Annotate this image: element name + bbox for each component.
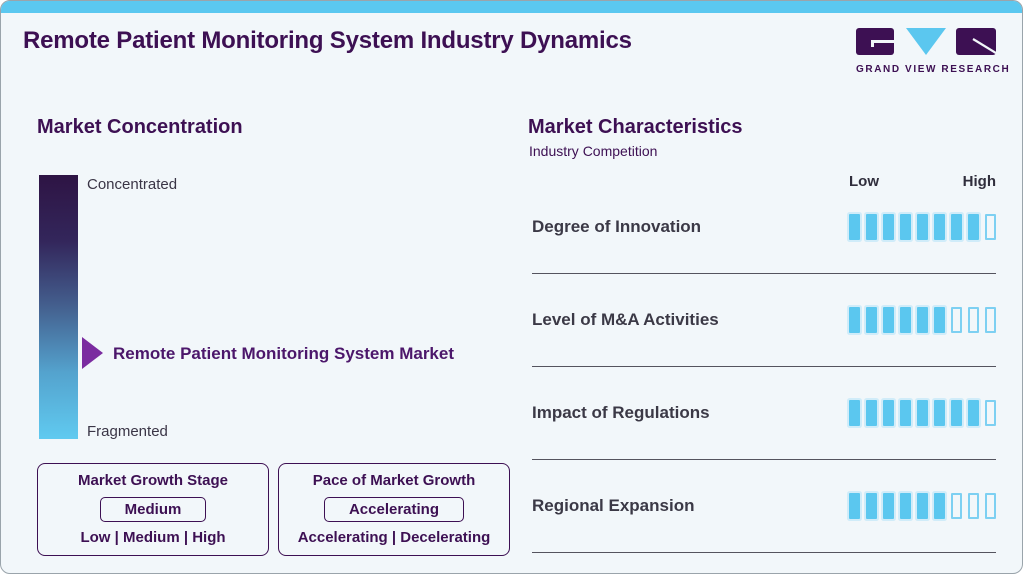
segment-filled	[951, 214, 962, 240]
segment-empty	[985, 214, 996, 240]
segment-filled	[968, 400, 979, 426]
growth-box-title: Pace of Market Growth	[312, 472, 476, 489]
segment-filled	[883, 400, 894, 426]
segment-filled	[934, 307, 945, 333]
growth-box-value-badge: Accelerating	[323, 496, 465, 522]
segment-empty	[985, 493, 996, 519]
segment-filled	[866, 307, 877, 333]
gvr-logo: GRAND VIEW RESEARCH	[856, 28, 1011, 75]
segment-filled	[900, 307, 911, 333]
growth-box-options: Low | Medium | High	[80, 529, 226, 546]
concentrated-label: Concentrated	[87, 176, 178, 193]
market-pointer-arrow-icon	[82, 337, 103, 369]
segment-empty	[951, 307, 962, 333]
concentration-gradient-bar	[39, 175, 78, 439]
segment-filled	[866, 400, 877, 426]
market-growth-stage-box: Market Growth Stage Medium Low | Medium …	[37, 463, 269, 556]
segment-filled	[934, 214, 945, 240]
growth-box-value-badge: Medium	[99, 496, 207, 522]
industry-competition-subheading: Industry Competition	[529, 143, 658, 159]
pace-of-market-growth-box: Pace of Market Growth Accelerating Accel…	[278, 463, 510, 556]
segment-filled	[883, 214, 894, 240]
segment-filled	[849, 493, 860, 519]
segment-empty	[968, 493, 979, 519]
characteristic-label: Regional Expansion	[532, 496, 695, 515]
rating-segments	[849, 400, 996, 426]
market-concentration-heading: Market Concentration	[37, 116, 243, 138]
segment-filled	[849, 214, 860, 240]
segment-filled	[866, 493, 877, 519]
page-title: Remote Patient Monitoring System Industr…	[23, 27, 632, 54]
growth-box-title: Market Growth Stage	[77, 472, 229, 489]
segment-filled	[849, 400, 860, 426]
segment-filled	[883, 493, 894, 519]
segment-filled	[866, 214, 877, 240]
segment-filled	[934, 400, 945, 426]
segment-filled	[917, 307, 928, 333]
segment-filled	[917, 493, 928, 519]
rating-segments	[849, 307, 996, 333]
segment-filled	[900, 214, 911, 240]
segment-filled	[934, 493, 945, 519]
characteristic-label: Impact of Regulations	[532, 403, 710, 422]
rating-segments	[849, 493, 996, 519]
segment-filled	[968, 214, 979, 240]
market-characteristics-heading: Market Characteristics	[528, 116, 743, 138]
characteristic-label: Degree of Innovation	[532, 217, 702, 236]
scale-labels: Low High	[849, 173, 996, 190]
segment-filled	[917, 400, 928, 426]
segment-filled	[917, 214, 928, 240]
segment-filled	[849, 307, 860, 333]
scale-high-label: High	[962, 173, 996, 190]
segment-empty	[985, 400, 996, 426]
gvr-logo-marks	[856, 28, 997, 55]
characteristic-row: Impact of Regulations	[532, 367, 996, 460]
characteristic-row: Degree of Innovation	[532, 181, 996, 274]
gvr-logo-text: GRAND VIEW RESEARCH	[856, 64, 1011, 75]
characteristic-row: Level of M&A Activities	[532, 274, 996, 367]
growth-box-options: Accelerating | Decelerating	[297, 529, 491, 546]
characteristic-label: Level of M&A Activities	[532, 310, 719, 329]
market-pointer-label: Remote Patient Monitoring System Market	[113, 344, 455, 363]
segment-filled	[883, 307, 894, 333]
scale-low-label: Low	[849, 173, 879, 190]
segment-empty	[951, 493, 962, 519]
rating-segments	[849, 214, 996, 240]
segment-filled	[951, 400, 962, 426]
segment-empty	[985, 307, 996, 333]
fragmented-label: Fragmented	[87, 423, 168, 440]
segment-filled	[900, 400, 911, 426]
segment-filled	[900, 493, 911, 519]
segment-empty	[968, 307, 979, 333]
characteristic-row: Regional Expansion	[532, 460, 996, 553]
characteristics-rows: Degree of Innovation Level of M&A Activit…	[532, 181, 996, 553]
top-accent-strip	[1, 1, 1022, 13]
